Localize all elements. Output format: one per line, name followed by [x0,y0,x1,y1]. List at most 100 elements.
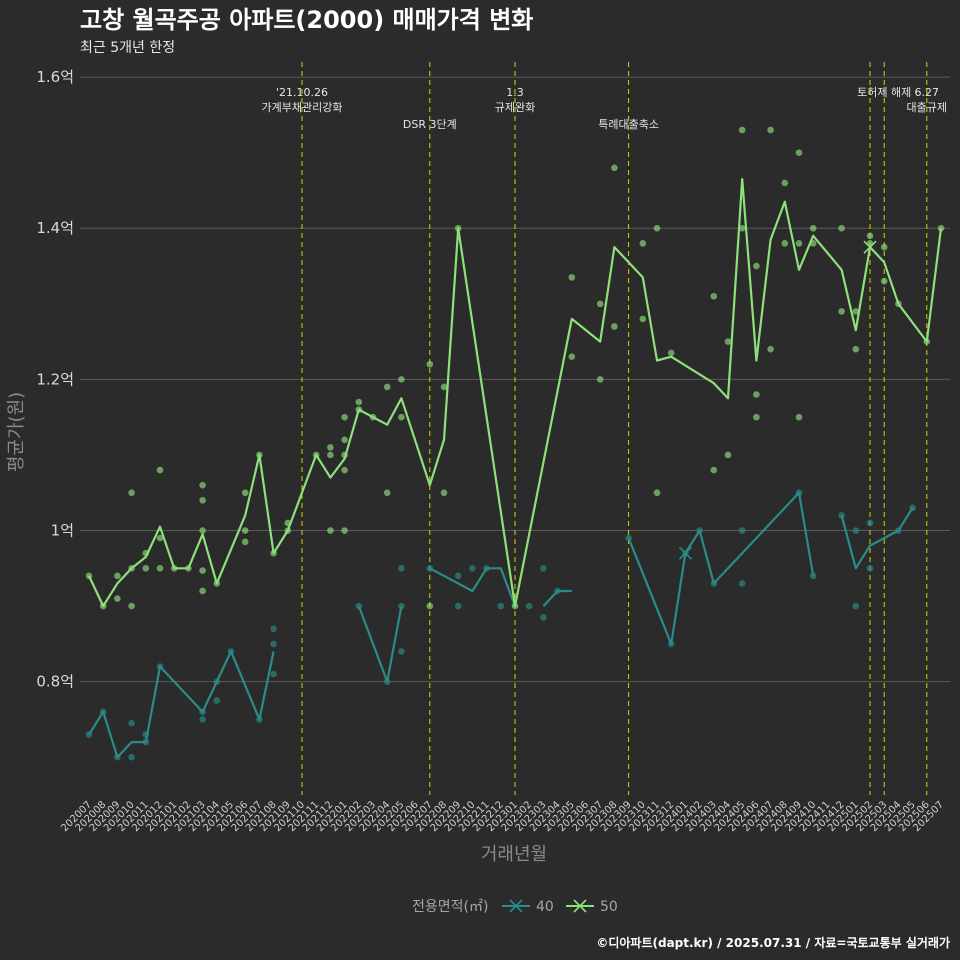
data-point [114,595,121,602]
data-point [866,232,874,240]
data-point [327,444,334,451]
data-point [795,240,803,247]
data-point [838,224,845,232]
data-point [398,376,405,383]
data-point [653,224,661,232]
data-point [241,538,249,546]
data-point [355,398,363,406]
data-point [838,308,845,315]
event-label: DSR 3단계 [403,118,457,131]
data-point [341,436,348,444]
event-label-line: 1.3 [506,86,524,99]
chart-title: 고창 월곡주공 아파트(2000) 매매가격 변화 [80,6,533,34]
data-point [270,625,277,633]
legend-marker-40 [509,899,523,913]
data-point [440,489,448,497]
data-point [199,527,206,534]
data-point [667,349,675,357]
series-50 [85,126,945,610]
data-point [128,753,135,761]
data-point [199,587,206,595]
data-point [738,224,746,232]
y-axis-title: 평균가(원) [6,392,27,472]
data-series [85,126,945,761]
event-label: 특례대출축소 [598,118,659,131]
data-point [199,567,206,574]
data-point [128,602,135,610]
event-label-line: 가계부채관리강화 [262,101,343,114]
data-point [753,391,760,398]
event-label-line: 대출규제 [907,101,947,114]
data-point [540,614,547,621]
event-label-line: 특례대출축소 [598,118,659,131]
data-point [639,315,647,323]
data-point [327,451,334,459]
event-label-line: DSR 3단계 [403,118,457,131]
data-point [596,376,604,383]
y-axis-ticks: 0.8억 1억 1.2억 1.4억 1.6억 [36,68,74,691]
y-tick-label: 1.6억 [36,68,74,86]
data-point [852,602,860,610]
data-point [781,240,789,247]
data-point [866,519,874,527]
data-point [540,564,547,572]
data-point [568,274,576,281]
series-40 [85,489,916,761]
data-point [781,179,789,187]
data-point [710,292,718,300]
legend: 전용면적(㎡) 40 50 [412,899,618,915]
data-point [738,126,746,134]
data-point [795,413,803,421]
data-point [426,602,434,610]
data-point [454,602,462,610]
data-point [795,149,803,156]
data-point [611,323,618,330]
data-point [469,564,476,572]
chart-subtitle: 최근 5개년 한정 [80,40,175,56]
y-tick-label: 1억 [51,522,74,540]
data-point [156,564,164,572]
data-point [852,345,860,353]
data-point [142,564,150,572]
event-label: 1.3 규제완화 [495,86,535,114]
data-point [866,564,874,572]
data-point [270,670,277,678]
data-point [327,527,334,534]
event-label-line: 6.27 [915,86,940,99]
data-point [440,383,448,391]
x-axis-title: 거래년월 [481,844,547,865]
data-point [809,224,817,232]
data-point [199,496,206,504]
data-point [767,126,774,134]
data-point [156,534,164,542]
data-point [383,383,391,391]
data-point [241,527,249,534]
data-point [753,262,760,270]
cross-marker [678,546,692,560]
data-point [383,489,391,497]
event-label-line: 토허제 해제 [857,85,911,99]
data-point [753,413,760,421]
data-point [497,602,505,610]
data-point [341,527,348,534]
y-tick-label: 1.4억 [36,219,74,237]
data-point [596,300,604,308]
data-point [568,353,576,361]
data-point [738,527,746,534]
data-point [398,602,405,610]
y-tick-label: 0.8억 [36,673,74,691]
series-line [88,178,943,608]
event-label-line: '21.10.26 [276,86,328,99]
legend-marker-50 [573,899,587,913]
data-point [852,308,860,315]
data-point [767,345,774,353]
data-point [199,481,206,489]
legend-label-40: 40 [536,899,554,915]
data-point [270,640,277,648]
data-point [710,466,718,474]
event-label: 6.27 대출규제 [907,86,947,114]
data-point [398,413,405,421]
data-point [724,338,732,345]
data-point [653,489,661,497]
